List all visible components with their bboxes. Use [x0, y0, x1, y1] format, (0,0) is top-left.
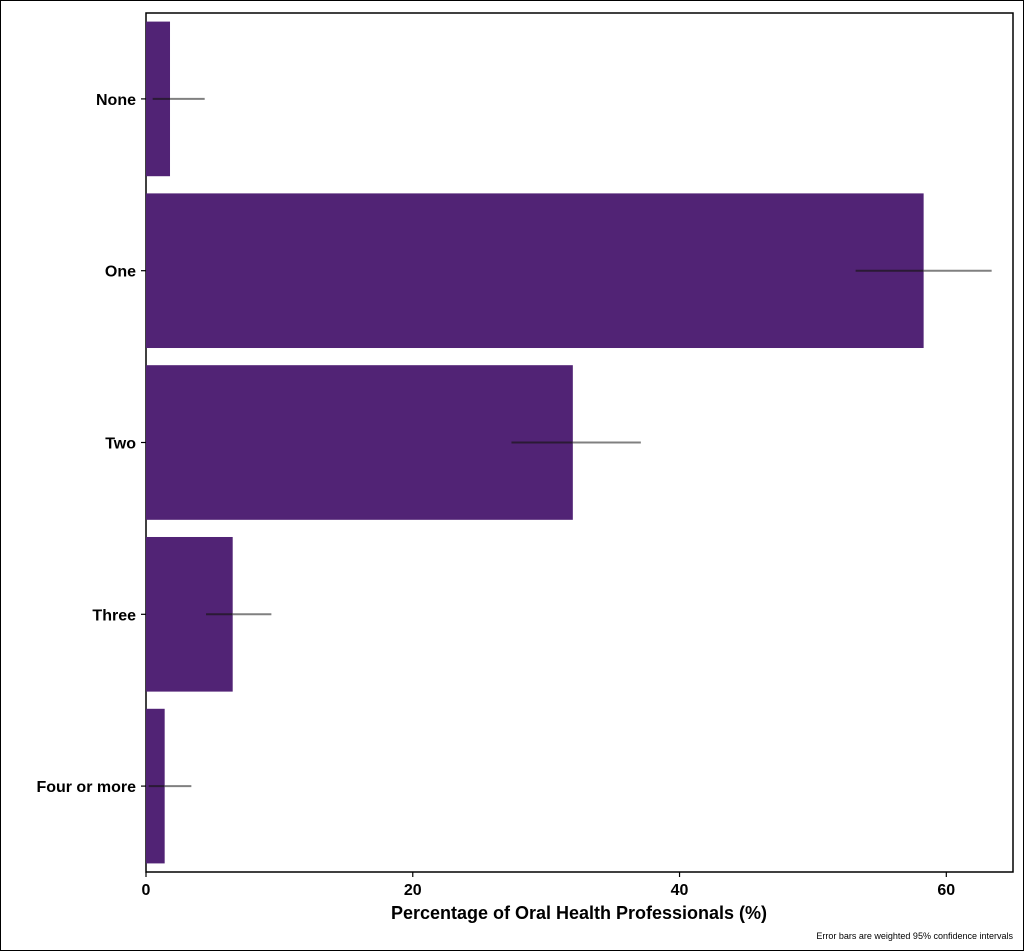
- x-tick-label-1: 20: [404, 882, 422, 899]
- x-axis: 0 20 40 60: [142, 872, 955, 899]
- x-tick-label-2: 40: [671, 882, 689, 899]
- bar-2: [146, 365, 573, 520]
- bars-layer: [146, 21, 924, 864]
- y-tick-label-1: One: [105, 264, 136, 281]
- y-tick-label-4: Four or more: [36, 779, 136, 796]
- y-tick-label-3: Three: [92, 607, 136, 624]
- x-axis-title: Percentage of Oral Health Professionals …: [391, 903, 767, 923]
- chart-caption: Error bars are weighted 95% confidence i…: [816, 931, 1013, 941]
- y-tick-label-0: None: [96, 92, 136, 109]
- x-tick-label-0: 0: [142, 882, 151, 899]
- y-tick-label-2: Two: [105, 436, 136, 453]
- bar-1: [146, 193, 924, 349]
- y-axis: None One Two Three Four or more: [36, 92, 146, 796]
- error-bars-layer: [148, 97, 992, 788]
- x-tick-label-3: 60: [937, 882, 955, 899]
